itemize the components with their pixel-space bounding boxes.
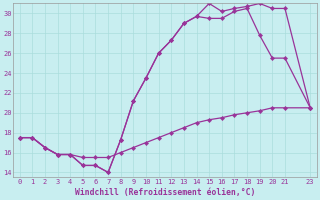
X-axis label: Windchill (Refroidissement éolien,°C): Windchill (Refroidissement éolien,°C) xyxy=(75,188,255,197)
